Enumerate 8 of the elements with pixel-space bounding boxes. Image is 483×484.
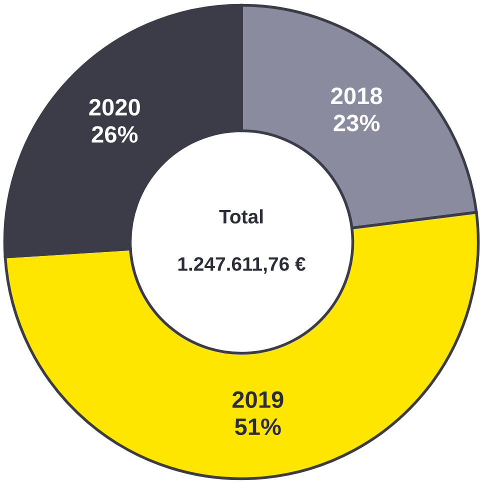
text: 1.247.611,76 €	[178, 257, 306, 274]
slice-label: 2019	[232, 391, 284, 408]
data-label: 26%	[92, 126, 138, 143]
slice-label: 2018	[331, 88, 382, 104]
slice-label: 2020	[89, 98, 140, 116]
data-label: 23%	[334, 114, 380, 132]
text: Total	[219, 209, 263, 224]
data-label: 51%	[234, 418, 281, 436]
